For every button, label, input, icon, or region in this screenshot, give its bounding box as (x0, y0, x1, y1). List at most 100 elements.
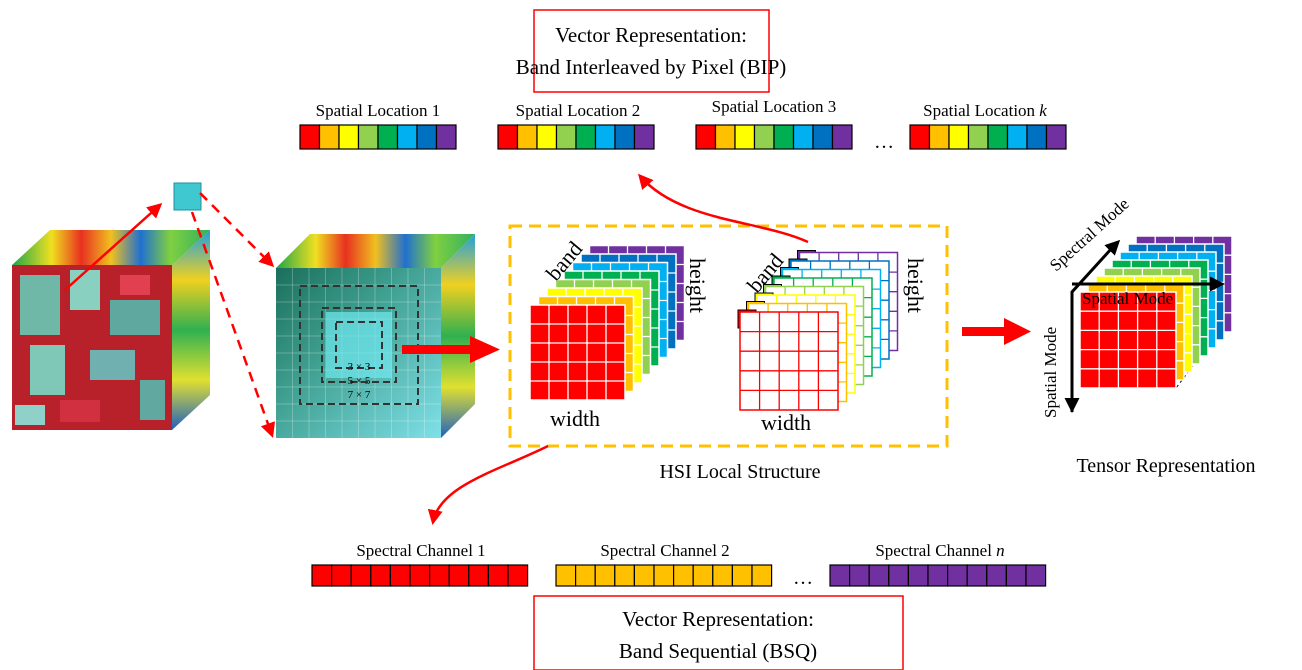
zoom-arrow-upper (199, 192, 275, 268)
bip-cell-1-6 (396, 124, 418, 150)
bip-cell-2-6 (594, 124, 616, 150)
bip-cell-2-5 (575, 124, 597, 150)
extracted-patch (173, 182, 202, 211)
hsi-cube-texture (15, 270, 165, 425)
bip-cell-1-1 (299, 124, 321, 150)
zoom-arrow-lower (190, 211, 276, 438)
bsq-ellipsis: … (793, 567, 813, 589)
bsq-title-line2: Band Sequential (BSQ) (619, 639, 817, 663)
bip-cell-2-2 (516, 124, 538, 150)
bip-cell-2-3 (536, 124, 558, 150)
bip-title-box: Vector Representation: Band Interleaved … (516, 9, 787, 93)
window-5x5-label: 5 × 5 (348, 375, 371, 387)
bsq-cell-3-11 (1025, 564, 1047, 587)
bsq-cell-1-6 (409, 564, 431, 587)
bsq-cell-3-10 (1005, 564, 1027, 587)
tensor-band-1 (1079, 291, 1177, 389)
filled-band-stack (529, 244, 686, 401)
bsq-cell-2-11 (751, 564, 773, 587)
bsq-cell-1-7 (429, 564, 450, 587)
bsq-cell-2-6 (653, 564, 675, 587)
bsq-cell-3-7 (946, 564, 968, 587)
bsq-cell-1-11 (507, 564, 529, 587)
bsq-cell-3-5 (907, 564, 929, 587)
bip-cell-4-6 (1006, 124, 1028, 150)
window-3x3-label: 3 × 3 (348, 361, 371, 373)
bip-cell-1-2 (318, 124, 340, 150)
bsq-cell-2-3 (594, 564, 616, 587)
bsq-cell-2-9 (712, 564, 733, 587)
bsq-cell-1-1 (311, 564, 333, 587)
width-label-left: width (550, 406, 600, 431)
bsq-cell-3-3 (868, 564, 890, 587)
bsq-cell-1-5 (389, 564, 411, 587)
zoomed-cube-side-face (441, 234, 475, 438)
height-label-right: height (903, 258, 928, 313)
bip-ellipsis: … (874, 131, 894, 153)
bip-cell-1-4 (357, 124, 379, 150)
height-label-left: height (685, 258, 710, 313)
spatial-location-3-label: Spatial Location 3 (712, 97, 837, 116)
spatial-location-2-label: Spatial Location 2 (516, 101, 641, 120)
bsq-cell-1-4 (370, 564, 391, 587)
spectral-channel-n-label: Spectral Channel n (875, 541, 1004, 560)
local-structure-box (508, 224, 949, 448)
window-7x7-label: 7 × 7 (348, 389, 371, 401)
bsq-cell-3-1 (829, 564, 851, 587)
filled-band-1 (529, 304, 626, 401)
window-3x3 (335, 321, 383, 369)
bsq-title-line1: Vector Representation: (622, 607, 814, 631)
bsq-cell-1-2 (331, 564, 352, 587)
bsq-cell-2-4 (614, 564, 635, 587)
bip-cell-1-3 (338, 124, 360, 150)
bip-cell-4-3 (948, 124, 970, 150)
bip-cell-3-1 (695, 124, 717, 150)
bip-strips (299, 124, 1067, 150)
spatial-location-1-label: Spatial Location 1 (316, 101, 441, 120)
bsq-title-box: Vector Representation: Band Sequential (… (533, 595, 904, 670)
bip-cell-3-4 (753, 124, 775, 150)
bip-title-line1: Vector Representation: (555, 23, 747, 47)
to-local-structure-arrow (402, 336, 500, 363)
bsq-cell-1-3 (350, 564, 372, 587)
width-label-right: width (761, 410, 811, 435)
bsq-cell-2-10 (731, 564, 753, 587)
zoomed-cube-top-face (276, 234, 475, 268)
spatial-mode-x-label: Spatial Mode (1082, 289, 1173, 308)
bsq-cell-2-8 (692, 564, 714, 587)
bip-cell-2-1 (497, 124, 519, 150)
bip-cell-4-7 (1026, 124, 1048, 150)
bip-cell-3-8 (831, 124, 853, 150)
to-tensor-arrow (962, 318, 1031, 345)
bsq-cell-2-2 (574, 564, 596, 587)
hsi-cube (12, 230, 210, 430)
tensor-cube (1078, 235, 1233, 389)
bsq-cell-2-7 (672, 564, 694, 587)
tensor-axes (1064, 239, 1225, 413)
outline-band-stack (737, 250, 899, 411)
bip-cell-3-7 (812, 124, 834, 150)
bip-cell-4-4 (967, 124, 989, 150)
bip-cell-1-7 (416, 124, 438, 150)
bsq-cell-1-9 (468, 564, 489, 587)
bip-cell-3-6 (792, 124, 814, 150)
bip-cell-4-1 (909, 124, 931, 150)
outline-band-1 (739, 311, 839, 411)
bip-cell-1-8 (435, 124, 457, 150)
bsq-cell-3-6 (927, 564, 949, 587)
spatial-location-k-label: Spatial Location k (923, 101, 1047, 120)
extract-arrow (64, 202, 163, 291)
bip-cell-1-5 (377, 124, 399, 150)
bip-cell-3-3 (734, 124, 756, 150)
zoomed-cube: 3 × 3 5 × 5 7 × 7 (276, 234, 475, 438)
bip-cell-3-5 (773, 124, 795, 150)
hsi-cube-side-face (172, 230, 210, 430)
bip-cell-4-8 (1045, 124, 1067, 150)
bip-title-line2: Band Interleaved by Pixel (BIP) (516, 55, 787, 79)
local-structure-caption: HSI Local Structure (659, 461, 820, 483)
bsq-cell-2-5 (633, 564, 655, 587)
bsq-cell-1-10 (487, 564, 509, 587)
bip-cell-2-4 (555, 124, 577, 150)
bip-cell-3-2 (714, 124, 736, 150)
